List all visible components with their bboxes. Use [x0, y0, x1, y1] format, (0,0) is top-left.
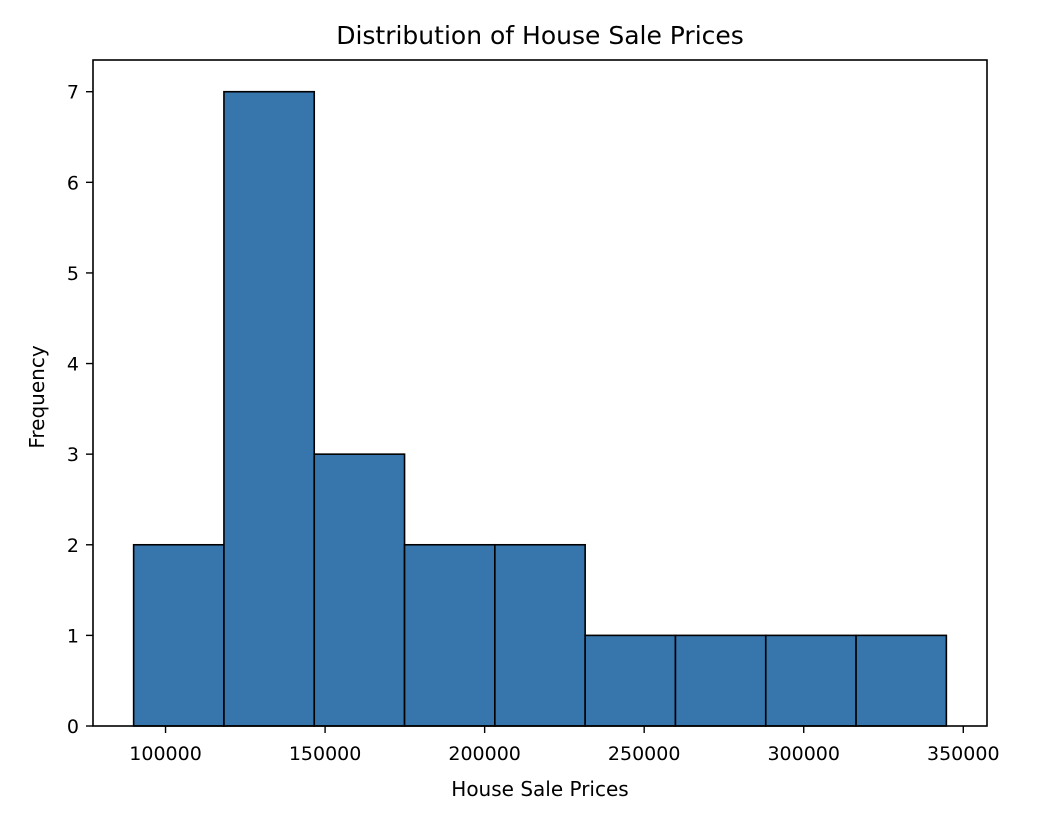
x-tick-label: 100000 — [129, 743, 202, 765]
histogram-bar — [313, 453, 406, 727]
histogram-bar — [584, 634, 677, 727]
y-tick-label: 0 — [67, 716, 79, 738]
bars-group — [132, 90, 948, 727]
x-tick-label: 250000 — [608, 743, 681, 765]
x-axis-label: House Sale Prices — [451, 777, 628, 801]
y-axis-ticks: 0 1 2 3 4 5 6 7 — [67, 82, 93, 738]
y-tick-label: 4 — [67, 354, 79, 376]
chart-title: Distribution of House Sale Prices — [336, 21, 744, 50]
histogram-bar — [764, 634, 857, 727]
y-tick-label: 2 — [67, 535, 79, 557]
histogram-bar — [223, 90, 316, 727]
histogram-bar — [132, 543, 225, 727]
x-axis-ticks: 100000 150000 200000 250000 300000 350000 — [129, 726, 1000, 765]
x-tick-label: 350000 — [927, 743, 1000, 765]
y-tick-label: 7 — [67, 82, 79, 104]
y-tick-label: 5 — [67, 263, 79, 285]
histogram-bar — [494, 543, 586, 727]
histogram-bar — [403, 543, 496, 727]
histogram-bar — [855, 634, 948, 727]
histogram-bar — [674, 634, 767, 727]
y-tick-label: 3 — [67, 444, 79, 466]
y-tick-label: 1 — [67, 625, 79, 647]
y-tick-label: 6 — [67, 172, 79, 194]
x-tick-label: 300000 — [767, 743, 840, 765]
x-tick-label: 150000 — [289, 743, 362, 765]
x-tick-label: 200000 — [448, 743, 521, 765]
axes-frame — [92, 59, 988, 727]
y-axis-label: Frequency — [25, 345, 49, 448]
